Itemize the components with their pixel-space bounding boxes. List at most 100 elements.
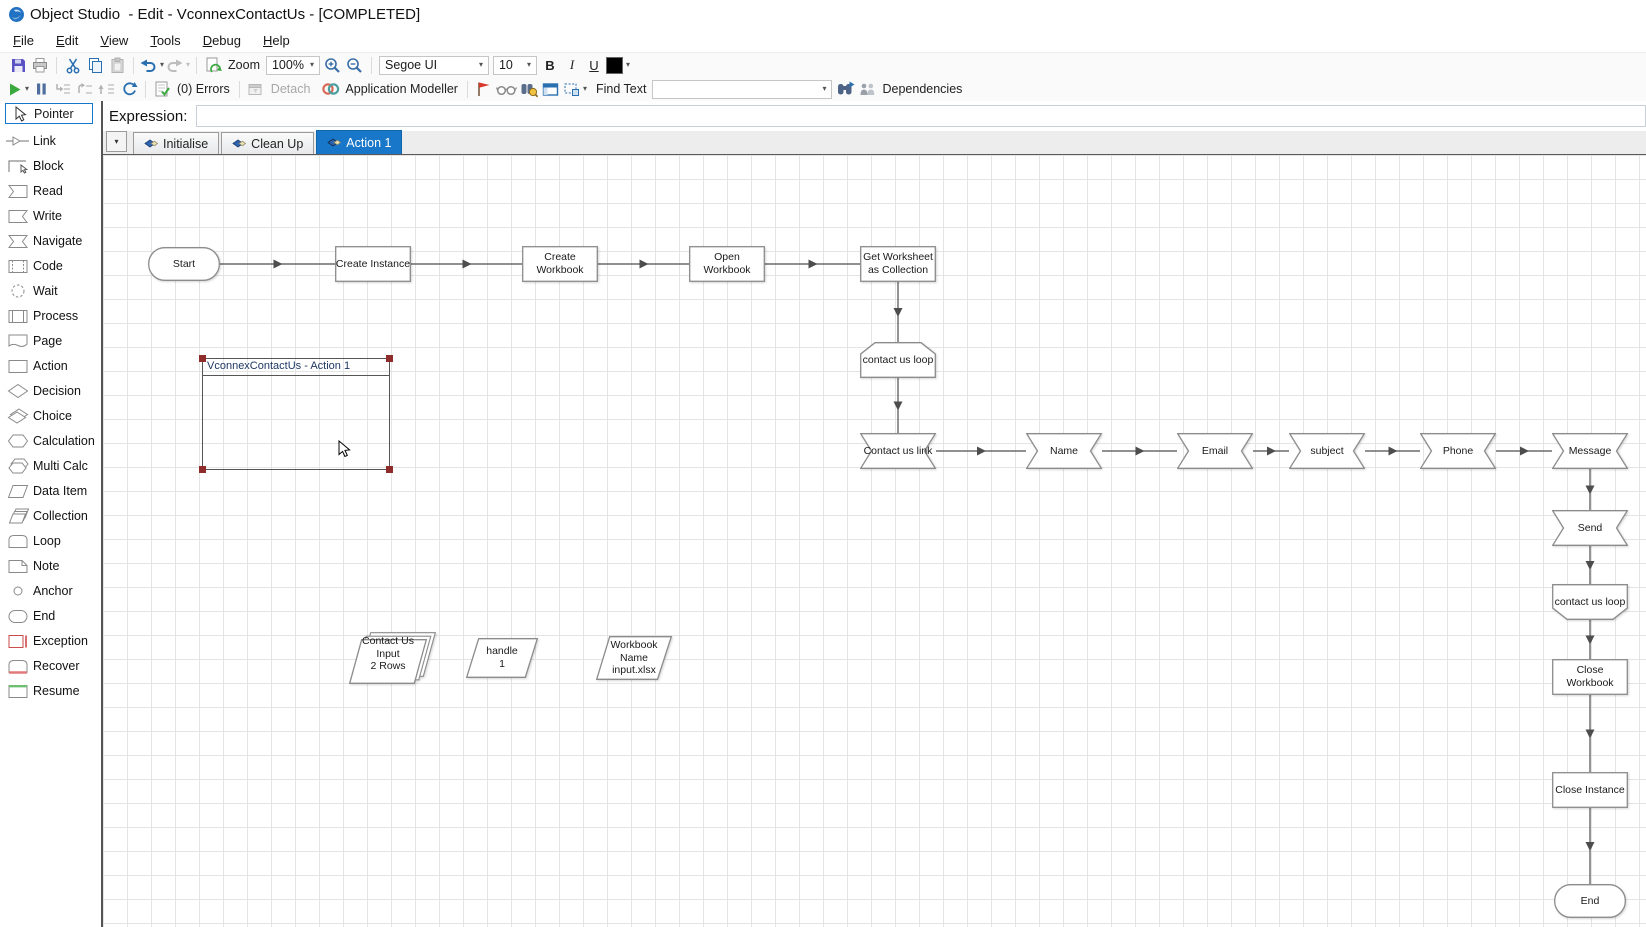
tool-wait[interactable]: Wait — [5, 281, 58, 301]
font-combo[interactable]: Segoe UI ▾ — [378, 55, 489, 75]
zoom-out-button[interactable] — [345, 55, 365, 76]
underline-button[interactable]: U — [589, 57, 599, 73]
refresh-page-button[interactable] — [203, 55, 223, 76]
font-size-combo[interactable]: 10 ▾ — [492, 55, 537, 75]
resize-handle-bottom-right[interactable] — [386, 466, 393, 473]
tool-navigate[interactable]: Navigate — [5, 231, 82, 251]
tool-pointer[interactable]: Pointer — [5, 103, 93, 124]
save-button[interactable] — [8, 55, 28, 76]
tool-data-item[interactable]: Data Item — [5, 481, 87, 501]
stage-phone[interactable]: Phone — [1420, 433, 1496, 469]
application-modeller-button[interactable] — [320, 79, 340, 100]
dependencies-label[interactable]: Dependencies — [882, 82, 963, 96]
font-color-button[interactable]: ▾ — [605, 55, 630, 76]
tool-collection[interactable]: Collection — [5, 506, 88, 526]
application-modeller-label[interactable]: Application Modeller — [345, 82, 458, 96]
stage-create-workbook[interactable]: Create Workbook — [522, 246, 598, 282]
paste-button[interactable] — [107, 55, 127, 76]
detach-button[interactable] — [246, 79, 266, 100]
tool-exception[interactable]: Exception — [5, 631, 88, 651]
data-item-handle[interactable]: handle 1 — [466, 638, 538, 678]
resize-handle-top-left[interactable] — [199, 355, 206, 362]
tool-choice[interactable]: Choice — [5, 406, 72, 426]
tool-link[interactable]: Link — [5, 131, 56, 151]
tool-action[interactable]: Action — [5, 356, 68, 376]
cut-button[interactable] — [63, 55, 83, 76]
find-text-combo[interactable]: ▾ — [652, 79, 833, 99]
stage-contact-us-link[interactable]: Contact us link — [860, 433, 936, 469]
menu-file[interactable]: File — [13, 32, 34, 48]
tool-decision[interactable]: Decision — [5, 381, 81, 401]
resize-handle-top-right[interactable] — [386, 355, 393, 362]
undo-button[interactable]: ▾ — [140, 55, 164, 76]
tool-note[interactable]: Note — [5, 556, 59, 576]
tab-initialise[interactable]: Initialise — [133, 132, 220, 154]
tab-list-dropdown[interactable]: ▾ — [106, 131, 127, 152]
tool-resume[interactable]: Resume — [5, 681, 80, 701]
tool-write[interactable]: Write — [5, 206, 62, 226]
errors-button[interactable] — [152, 79, 172, 100]
copy-icon — [88, 57, 102, 73]
stage-loop-start[interactable]: contact us loop — [860, 342, 936, 378]
collection-contact-us-input[interactable]: Contact Us Input 2 Rows — [349, 632, 437, 684]
step-out-button[interactable] — [97, 79, 117, 100]
flow-canvas[interactable]: Start Create Instance Create Workbook Op… — [103, 155, 1646, 927]
detach-label[interactable]: Detach — [270, 82, 311, 96]
tool-block[interactable]: Block — [5, 156, 64, 176]
stage-loop-end[interactable]: contact us loop — [1552, 584, 1628, 620]
print-button[interactable] — [30, 55, 50, 76]
stage-end[interactable]: End — [1554, 884, 1626, 918]
selection-mode-button[interactable]: ▾ — [563, 79, 587, 100]
tool-multi-calc[interactable]: Multi Calc — [5, 456, 88, 476]
stage-open-workbook[interactable]: Open Workbook — [689, 246, 765, 282]
menu-edit[interactable]: Edit — [55, 32, 79, 48]
tool-end[interactable]: End — [5, 606, 55, 626]
italic-button[interactable]: I — [569, 57, 575, 72]
stage-get-worksheet[interactable]: Get Worksheet as Collection — [860, 246, 936, 282]
stage-start[interactable]: Start — [148, 247, 220, 281]
expression-input[interactable] — [196, 105, 1646, 127]
find-next-button[interactable] — [835, 79, 855, 100]
block-vconnexcontactus-action1[interactable]: VconnexContactUs - Action 1 — [199, 355, 393, 473]
errors-label[interactable]: (0) Errors — [177, 82, 230, 96]
tab-clean-up[interactable]: Clean Up — [221, 132, 315, 154]
copy-button[interactable] — [85, 55, 105, 76]
step-in-button[interactable] — [53, 79, 73, 100]
find-search-button[interactable] — [519, 79, 539, 100]
stage-close-instance[interactable]: Close Instance — [1552, 772, 1628, 808]
step-over-button[interactable] — [75, 79, 95, 100]
window-view-button[interactable] — [541, 79, 561, 100]
zoom-combo[interactable]: 100% ▾ — [265, 55, 320, 75]
tool-recover[interactable]: Recover — [5, 656, 80, 676]
play-button[interactable]: ▾ — [8, 79, 29, 100]
menu-view[interactable]: View — [100, 32, 129, 48]
tool-loop[interactable]: Loop — [5, 531, 61, 551]
menu-debug[interactable]: Debug — [202, 32, 241, 48]
resize-handle-bottom-left[interactable] — [199, 466, 206, 473]
menu-help[interactable]: Help — [263, 32, 290, 48]
breakpoint-flag-button[interactable] — [474, 79, 494, 100]
stage-send[interactable]: Send — [1552, 510, 1628, 546]
menu-tools[interactable]: Tools — [150, 32, 181, 48]
tool-page[interactable]: Page — [5, 331, 62, 351]
stage-close-workbook[interactable]: Close Workbook — [1552, 659, 1628, 695]
stage-message[interactable]: Message — [1552, 433, 1628, 469]
tab-action-1[interactable]: Action 1 — [316, 130, 403, 154]
pause-button[interactable] — [31, 79, 51, 100]
tool-read[interactable]: Read — [5, 181, 63, 201]
stage-create-instance[interactable]: Create Instance — [335, 246, 411, 282]
bold-button[interactable]: B — [545, 57, 555, 73]
dependencies-button[interactable] — [857, 79, 877, 100]
watch-button[interactable] — [495, 79, 517, 100]
tool-calculation[interactable]: Calculation — [5, 431, 95, 451]
stage-subject[interactable]: subject — [1289, 433, 1365, 469]
reset-button[interactable] — [119, 79, 139, 100]
data-item-workbook-name[interactable]: Workbook Name input.xlsx — [596, 636, 672, 680]
tool-code[interactable]: Code — [5, 256, 63, 276]
redo-button[interactable]: ▾ — [166, 55, 190, 76]
tool-anchor[interactable]: Anchor — [5, 581, 73, 601]
zoom-in-button[interactable] — [323, 55, 343, 76]
stage-email[interactable]: Email — [1177, 433, 1253, 469]
stage-name[interactable]: Name — [1026, 433, 1102, 469]
tool-process[interactable]: Process — [5, 306, 78, 326]
